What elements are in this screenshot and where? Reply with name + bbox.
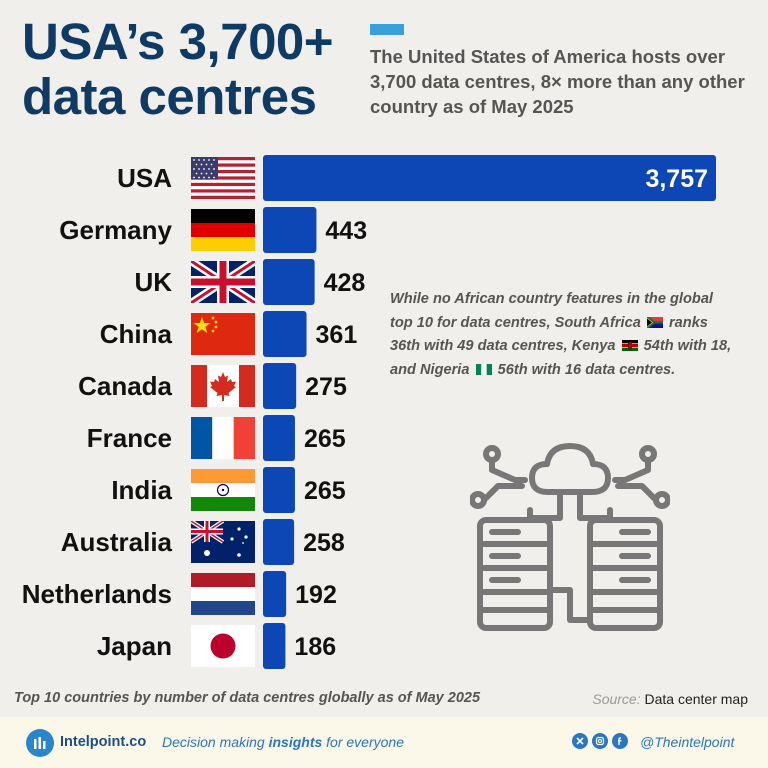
bar-netherlands bbox=[263, 571, 287, 617]
category-label-canada: Canada bbox=[78, 371, 172, 401]
category-label-china: China bbox=[100, 319, 173, 349]
category-label-netherlands: Netherlands bbox=[22, 579, 172, 609]
value-label-japan: 186 bbox=[294, 633, 336, 661]
bar-japan bbox=[263, 623, 286, 669]
category-label-japan: Japan bbox=[97, 631, 172, 661]
kenya-flag-icon bbox=[621, 340, 638, 351]
bar-australia bbox=[263, 519, 295, 565]
page-subtitle: The United States of America hosts over … bbox=[370, 46, 745, 117]
brand-name[interactable]: Intelpoint.co bbox=[60, 734, 147, 750]
tagline-a: Decision making bbox=[162, 734, 265, 750]
note-text-1: While no African country features in the… bbox=[390, 291, 713, 331]
value-label-australia: 258 bbox=[303, 529, 345, 557]
category-label-france: France bbox=[87, 423, 172, 453]
page-title: USA’s 3,700+ data centres bbox=[22, 13, 334, 125]
africa-note: While no African country features in the… bbox=[390, 288, 735, 382]
south-africa-flag-icon bbox=[646, 316, 663, 328]
x-icon[interactable] bbox=[572, 733, 588, 749]
bar-uk bbox=[263, 259, 315, 305]
value-label-netherlands: 192 bbox=[295, 581, 337, 609]
category-label-germany: Germany bbox=[59, 215, 172, 245]
value-label-china: 361 bbox=[316, 321, 358, 349]
source-label: Source: bbox=[592, 691, 641, 707]
value-label-germany: 443 bbox=[325, 217, 367, 245]
us-flag-icon bbox=[191, 157, 255, 199]
australia-flag-icon bbox=[191, 521, 255, 563]
social-links bbox=[572, 733, 628, 749]
social-handle[interactable]: @Theintelpoint bbox=[640, 734, 735, 750]
cloud-server-icon bbox=[469, 440, 671, 635]
uk-flag-icon bbox=[191, 261, 255, 303]
value-label-india: 265 bbox=[304, 477, 346, 505]
category-label-uk: UK bbox=[134, 267, 172, 297]
bar-france bbox=[263, 415, 295, 461]
germany-flag-icon bbox=[191, 209, 255, 251]
intelpoint-logo-icon[interactable] bbox=[26, 729, 54, 757]
source-value[interactable]: Data center map bbox=[644, 691, 749, 707]
value-label-usa: 3,757 bbox=[645, 165, 708, 193]
india-flag-icon bbox=[191, 469, 255, 511]
france-flag-icon bbox=[191, 417, 255, 459]
tagline: Decision making insights for everyone bbox=[162, 734, 404, 750]
source-credit: Source: Data center map bbox=[592, 691, 748, 707]
bar-canada bbox=[263, 363, 297, 409]
bar-china bbox=[263, 311, 307, 357]
facebook-icon[interactable] bbox=[612, 733, 628, 749]
netherlands-flag-icon bbox=[191, 573, 255, 615]
category-label-australia: Australia bbox=[61, 527, 173, 557]
tagline-b: insights bbox=[268, 734, 323, 750]
tagline-c: for everyone bbox=[326, 734, 404, 750]
japan-flag-icon bbox=[191, 625, 255, 667]
note-text-4: 56th with 16 data centres. bbox=[497, 361, 676, 378]
chart-caption: Top 10 countries by number of data centr… bbox=[14, 690, 481, 706]
note-text-3: 54th with 18, and Nigeria bbox=[390, 338, 732, 378]
value-label-uk: 428 bbox=[324, 269, 366, 297]
bar-germany bbox=[263, 207, 317, 253]
note-text-2: ranks 36th with 49 data centres, Kenya bbox=[390, 314, 708, 355]
bar-usa bbox=[263, 155, 716, 201]
value-label-canada: 275 bbox=[305, 373, 347, 401]
nigeria-flag-icon bbox=[475, 363, 492, 375]
value-label-france: 265 bbox=[304, 425, 346, 453]
category-label-usa: USA bbox=[117, 163, 172, 193]
instagram-icon[interactable] bbox=[592, 733, 608, 749]
accent-dash bbox=[370, 24, 404, 35]
footer-bar: Intelpoint.co Decision making insights f… bbox=[0, 717, 768, 768]
canada-flag-icon bbox=[191, 365, 255, 407]
category-label-india: India bbox=[111, 475, 172, 505]
china-flag-icon bbox=[191, 313, 255, 355]
bar-india bbox=[263, 467, 295, 513]
